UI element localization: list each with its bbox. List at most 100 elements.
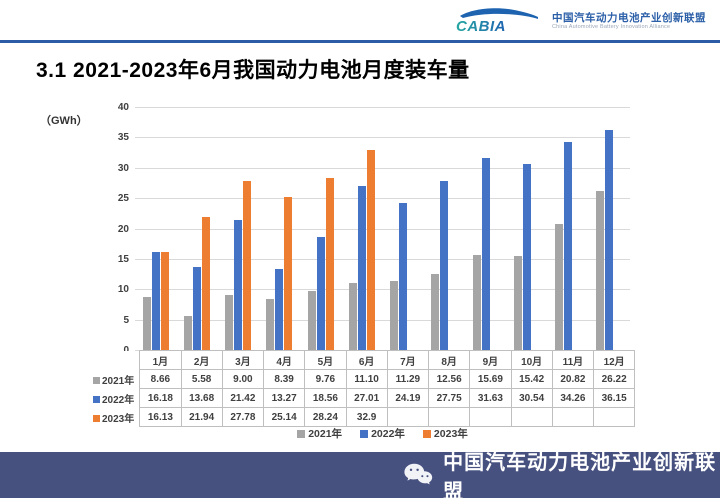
month-header-6月: 6月 <box>345 350 388 370</box>
bar-group-9月 <box>465 107 506 350</box>
month-header-5月: 5月 <box>304 350 347 370</box>
bar-group-10月 <box>506 107 547 350</box>
value-2022年-2月: 13.68 <box>180 388 223 408</box>
logo-wordmark: CABIA <box>456 18 506 35</box>
month-header-2月: 2月 <box>180 350 223 370</box>
bar-group-2月 <box>176 107 217 350</box>
value-2023年-5月: 28.24 <box>304 407 347 427</box>
bar-2021年-7月 <box>390 281 399 350</box>
bar-2021年-5月 <box>307 290 316 350</box>
wechat-icon <box>404 463 433 485</box>
chart-legend: 2021年 2022年 2023年 <box>135 426 630 441</box>
value-2023年-2月: 21.94 <box>180 407 223 427</box>
bar-2021年-3月 <box>225 295 234 350</box>
month-header-9月: 9月 <box>469 350 512 370</box>
page-title: 3.1 2021-2023年6月我国动力电池月度装车量 <box>36 59 470 82</box>
bar-2021年-4月 <box>266 299 275 350</box>
brand-name-cn: 中国汽车动力电池产业创新联盟 <box>552 11 706 24</box>
table-row-2022年: 2022年 16.18 13.68 21.42 13.27 18.56 27.01 24.19… <box>93 388 636 408</box>
bar-2023年-5月 <box>325 178 334 350</box>
header-divider <box>0 40 720 43</box>
value-2021年-7月: 11.29 <box>386 369 430 389</box>
value-2023年-4月: 25.14 <box>262 407 306 427</box>
value-2021年-12月: 26.22 <box>592 369 636 389</box>
bar-2022年-3月 <box>234 219 243 350</box>
value-2022年-4月: 13.27 <box>262 388 306 408</box>
value-2022年-1月: 16.18 <box>139 388 182 408</box>
y-axis-tick-15: 15 <box>117 253 129 265</box>
gridline-10 <box>135 289 630 291</box>
legend-swatch-icon <box>422 429 431 438</box>
value-2023年-3月: 27.78 <box>221 407 265 427</box>
gridline-25 <box>135 198 630 200</box>
bar-2022年-11月 <box>564 141 573 350</box>
bar-group-12月 <box>589 107 630 350</box>
series-label-2023年: 2023年 <box>93 407 140 427</box>
value-2021年-6月: 11.10 <box>345 369 388 389</box>
bar-2022年-7月 <box>399 203 408 350</box>
value-2023年-11月 <box>551 407 595 427</box>
bar-2021年-6月 <box>348 282 357 350</box>
bar-2021年-9月 <box>472 254 481 350</box>
bar-2023年-6月 <box>366 150 375 350</box>
table-row-2021年: 2021年 8.66 5.58 9.00 8.39 9.76 11.10 11.29 12.56… <box>93 369 636 389</box>
table-corner-cell <box>93 350 140 370</box>
legend-label: 2022年 <box>371 428 405 440</box>
bar-2021年-2月 <box>183 316 192 350</box>
bar-2022年-12月 <box>605 130 614 350</box>
bar-group-1月 <box>135 107 176 350</box>
bar-2022年-5月 <box>316 237 325 350</box>
value-2023年-8月 <box>427 407 471 427</box>
value-2022年-3月: 21.42 <box>221 388 265 408</box>
plot-area: 0510152025303540 <box>118 102 630 356</box>
month-header-4月: 4月 <box>262 350 306 370</box>
gridline-35 <box>135 137 630 139</box>
bar-2021年-10月 <box>513 256 522 350</box>
gridline-5 <box>135 319 630 321</box>
footer-org-name: 中国汽车动力电池产业创新联盟 <box>443 452 717 498</box>
logo-swoosh <box>460 8 538 19</box>
value-2022年-11月: 34.26 <box>551 388 595 408</box>
value-2021年-1月: 8.66 <box>139 369 182 389</box>
month-header-1月: 1月 <box>139 350 182 370</box>
y-axis-tick-30: 30 <box>117 162 129 174</box>
series-label-2022年: 2022年 <box>93 388 140 408</box>
legend-label: 2021年 <box>308 428 343 440</box>
header: CABIA 中国汽车动力电池产业创新联盟 China Automotive Ba… <box>0 0 720 43</box>
bar-group-7月 <box>383 107 424 350</box>
month-header-3月: 3月 <box>221 350 265 370</box>
y-axis-tick-35: 35 <box>117 132 129 144</box>
value-2022年-6月: 27.01 <box>345 388 388 408</box>
value-2021年-5月: 9.76 <box>304 369 347 389</box>
brand-block: CABIA 中国汽车动力电池产业创新联盟 China Automotive Ba… <box>453 7 706 35</box>
gridline-30 <box>135 167 630 169</box>
value-2021年-8月: 12.56 <box>427 369 471 389</box>
month-header-11月: 11月 <box>551 350 595 370</box>
y-axis-tick-20: 20 <box>117 223 129 235</box>
bar-group-6月 <box>341 107 382 350</box>
bar-2022年-9月 <box>481 157 490 350</box>
value-2022年-10月: 30.54 <box>510 388 553 408</box>
table-header-row: 1月 2月 3月 4月 5月 6月 7月 8月 9月 10月 11月 12月 <box>93 350 636 370</box>
month-header-12月: 12月 <box>592 350 636 370</box>
bar-group-5月 <box>300 107 341 350</box>
gridline-20 <box>135 228 630 230</box>
bar-2023年-2月 <box>201 216 210 350</box>
bar-group-3月 <box>218 107 259 350</box>
value-2021年-4月: 8.39 <box>262 369 306 389</box>
month-header-8月: 8月 <box>427 350 471 370</box>
value-2022年-7月: 24.19 <box>386 388 430 408</box>
value-2021年-10月: 15.42 <box>510 369 553 389</box>
value-2022年-9月: 31.63 <box>469 388 512 408</box>
table-row-2023年: 2023年 16.13 21.94 27.78 25.14 28.24 32.9 <box>93 407 636 427</box>
gridline-40 <box>135 107 630 108</box>
bar-2022年-6月 <box>357 185 366 350</box>
y-axis-unit-label: （GWh） <box>40 115 88 127</box>
legend-label: 2023年 <box>433 428 468 440</box>
series-swatch-icon <box>93 415 100 423</box>
y-axis-tick-5: 5 <box>123 314 129 326</box>
brand-name-en: China Automotive Battery Innovation Alli… <box>552 23 671 30</box>
chart-data-table: 1月 2月 3月 4月 5月 6月 7月 8月 9月 10月 11月 12月 2021年 8.66 5.58… <box>93 350 636 427</box>
month-header-10月: 10月 <box>510 350 553 370</box>
